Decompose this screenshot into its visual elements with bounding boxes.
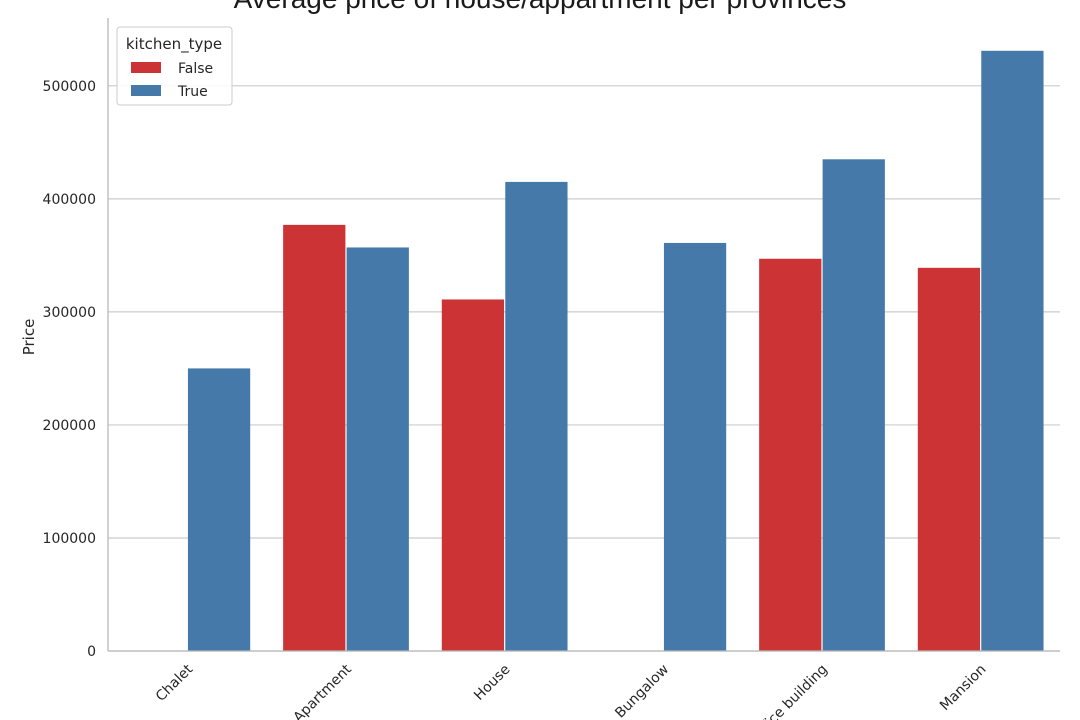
y-tick-label: 100000 bbox=[43, 531, 96, 547]
legend-swatch-false bbox=[131, 62, 161, 73]
y-tick-label: 300000 bbox=[43, 305, 96, 321]
y-tick-label: 0 bbox=[87, 644, 96, 660]
bar-true-chalet bbox=[187, 368, 251, 651]
x-tick-label: Mansion bbox=[937, 662, 989, 714]
legend-label-true: True bbox=[177, 84, 208, 100]
x-tick-label: Apartment bbox=[291, 661, 356, 720]
bar-true-apartment bbox=[346, 247, 409, 651]
y-tick-label: 500000 bbox=[43, 79, 96, 95]
axes bbox=[107, 18, 1060, 652]
bar-false-apartment bbox=[283, 224, 346, 652]
y-tick-labels: 0 100000 200000 300000 400000 500000 bbox=[43, 79, 96, 660]
bar-true-office-building bbox=[822, 159, 885, 651]
legend-title: kitchen_type bbox=[126, 35, 222, 54]
legend-swatch-true bbox=[131, 85, 161, 96]
y-axis-title: Price bbox=[20, 319, 38, 356]
bar-false-house bbox=[441, 299, 505, 651]
bar-true-house bbox=[505, 181, 568, 651]
legend-label-false: False bbox=[178, 61, 213, 77]
x-tick-label: House bbox=[471, 662, 513, 704]
gridlines bbox=[108, 85, 1060, 652]
x-tick-labels: Chalet Apartment House Bungalow Office build… bbox=[153, 661, 990, 720]
y-tick-label: 400000 bbox=[43, 192, 96, 208]
bar-false-mansion bbox=[917, 267, 981, 651]
x-tick-label: Chalet bbox=[153, 661, 197, 705]
legend: kitchen_type False True bbox=[116, 26, 233, 106]
y-tick-label: 200000 bbox=[43, 418, 96, 434]
bars bbox=[187, 50, 1044, 652]
x-tick-label: Office building bbox=[748, 662, 831, 720]
bar-true-bungalow bbox=[663, 242, 727, 651]
x-tick-label: Bungalow bbox=[612, 662, 672, 720]
bar-false-office-building bbox=[759, 258, 822, 651]
bar-true-mansion bbox=[981, 50, 1044, 652]
chart-title: Average price of house/appartment per pr… bbox=[234, 0, 847, 14]
